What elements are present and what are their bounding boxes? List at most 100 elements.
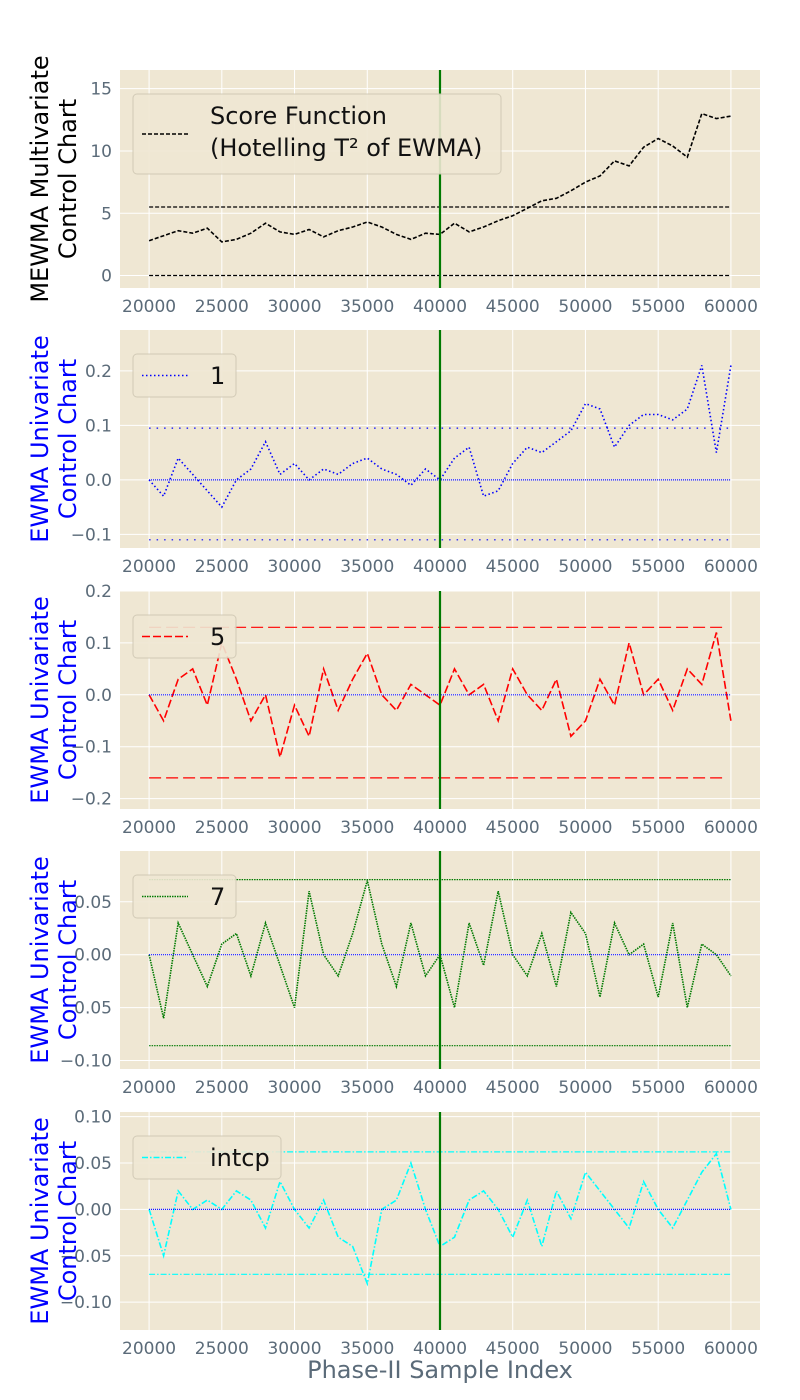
- chart-panel-4: 20000 25000 30000 35000 40000 45000 50000 55000…: [26, 851, 760, 1098]
- x-tick-label: 45000: [486, 297, 540, 317]
- y-tick-label: 0.05: [74, 999, 112, 1019]
- chart-panel-3: 20000 25000 30000 35000 40000 45000 50000 55000…: [26, 582, 760, 838]
- y-tick-label: −0.2: [71, 790, 112, 810]
- y-tick-label: 0.1: [85, 634, 112, 654]
- x-tick-label: 20000: [122, 557, 176, 577]
- x-tick-label: 60000: [704, 1078, 758, 1098]
- x-tick-label: 20000: [122, 1339, 176, 1359]
- legend-box: [132, 1135, 282, 1180]
- x-tick-label: 45000: [486, 818, 540, 838]
- x-tick-label: 50000: [558, 1339, 612, 1359]
- y-tick-label: 0.00: [74, 946, 112, 966]
- x-tick-label: 30000: [267, 1339, 321, 1359]
- y-tick-label: 0.05: [74, 1154, 112, 1174]
- legend-label: 1: [210, 362, 225, 390]
- x-tick-label: 60000: [704, 1339, 758, 1359]
- y-tick-label: 0.0: [85, 471, 112, 491]
- y-tick-label: −0.1: [71, 525, 112, 545]
- y-axis-label: EWMA UnivariateControl Chart: [26, 1117, 82, 1324]
- y-tick-label: 0: [101, 267, 112, 287]
- x-tick-label: 20000: [122, 1078, 176, 1098]
- y-axis-label: MEWMA MultivariateControl Chart: [26, 55, 82, 302]
- x-tick-label: 35000: [340, 818, 394, 838]
- x-tick-label: 25000: [195, 1339, 249, 1359]
- x-tick-label: 60000: [704, 818, 758, 838]
- y-axis-label-line: Control Chart: [54, 880, 82, 1040]
- y-tick-label: 0.0: [85, 686, 112, 706]
- y-tick-label: 10: [90, 142, 112, 162]
- y-tick-label: 0.00: [74, 1200, 112, 1220]
- legend-label: Score Function: [210, 102, 387, 130]
- y-tick-label: 0.05: [74, 893, 112, 913]
- x-tick-label: 40000: [413, 818, 467, 838]
- x-tick-label: 50000: [558, 557, 612, 577]
- x-tick-label: 25000: [195, 297, 249, 317]
- y-axis-label-line: EWMA Univariate: [26, 1117, 54, 1324]
- x-tick-label: 55000: [631, 818, 685, 838]
- x-tick-label: 50000: [558, 818, 612, 838]
- chart-panel-1: 20000 25000 30000 35000 40000 45000 50000 55000…: [26, 55, 760, 317]
- x-tick-label: 55000: [631, 297, 685, 317]
- x-tick-label: 35000: [340, 1339, 394, 1359]
- x-tick-label: 50000: [558, 1078, 612, 1098]
- y-tick-label: 0.2: [85, 362, 112, 382]
- y-tick-label: −0.10: [60, 1293, 112, 1313]
- y-tick-label: 15: [90, 80, 112, 100]
- x-tick-label: 30000: [267, 818, 321, 838]
- x-tick-label: 45000: [486, 557, 540, 577]
- y-axis-label-line: EWMA Univariate: [26, 856, 54, 1063]
- x-tick-label: 35000: [340, 1078, 394, 1098]
- y-axis-label-line: MEWMA Multivariate: [26, 55, 54, 302]
- y-axis-label: EWMA UnivariateControl Chart: [26, 596, 82, 803]
- x-tick-label: 20000: [122, 297, 176, 317]
- x-axis-label: Phase-II Sample Index: [307, 1356, 573, 1384]
- y-tick-label: 0.10: [74, 1108, 112, 1128]
- x-tick-label: 25000: [195, 818, 249, 838]
- x-tick-label: 35000: [340, 557, 394, 577]
- x-tick-label: 25000: [195, 557, 249, 577]
- x-tick-label: 25000: [195, 1078, 249, 1098]
- chart-panel-2: 20000 25000 30000 35000 40000 45000 50000 55000…: [26, 330, 760, 577]
- x-tick-label: 40000: [413, 297, 467, 317]
- y-axis-label: EWMA UnivariateControl Chart: [26, 335, 82, 542]
- y-tick-label: 0.1: [85, 416, 112, 436]
- x-tick-label: 45000: [486, 1078, 540, 1098]
- y-axis-label-line: Control Chart: [54, 99, 82, 259]
- y-axis-label: EWMA UnivariateControl Chart: [26, 856, 82, 1063]
- y-tick-label: 0.2: [85, 582, 112, 602]
- x-tick-label: 20000: [122, 818, 176, 838]
- x-tick-label: 30000: [267, 557, 321, 577]
- legend-label: intcp: [210, 1144, 270, 1172]
- legend-label: 7: [210, 883, 225, 911]
- x-tick-label: 60000: [704, 297, 758, 317]
- y-axis-label-line: Control Chart: [54, 359, 82, 519]
- y-tick-label: −0.1: [71, 738, 112, 758]
- x-tick-label: 50000: [558, 297, 612, 317]
- legend-box: [132, 353, 237, 398]
- x-tick-label: 55000: [631, 557, 685, 577]
- y-axis-label-line: Control Chart: [54, 1141, 82, 1301]
- x-tick-label: 55000: [631, 1339, 685, 1359]
- y-axis-label-line: EWMA Univariate: [26, 335, 54, 542]
- x-tick-label: 60000: [704, 557, 758, 577]
- x-tick-label: 55000: [631, 1078, 685, 1098]
- legend-label: (Hotelling T² of EWMA): [210, 134, 482, 162]
- x-tick-label: 40000: [413, 1339, 467, 1359]
- y-axis-label-line: Control Chart: [54, 620, 82, 780]
- legend-box: [132, 93, 502, 175]
- y-axis-label-line: EWMA Univariate: [26, 596, 54, 803]
- y-tick-label: −0.10: [60, 1052, 112, 1072]
- series-line-main: [148, 880, 732, 1019]
- legend-label: 5: [210, 623, 225, 651]
- y-tick-label: 5: [101, 204, 112, 224]
- x-tick-label: 30000: [267, 1078, 321, 1098]
- x-tick-label: 45000: [486, 1339, 540, 1359]
- series-line-main: [148, 632, 732, 758]
- y-tick-label: −0.05: [60, 1247, 112, 1267]
- chart-panel-5: 20000 25000 30000 35000 40000 45000 50000 55000…: [26, 1108, 760, 1359]
- x-tick-label: 40000: [413, 1078, 467, 1098]
- x-tick-label: 35000: [340, 297, 394, 317]
- x-tick-label: 30000: [267, 297, 321, 317]
- legend-box: [132, 614, 237, 659]
